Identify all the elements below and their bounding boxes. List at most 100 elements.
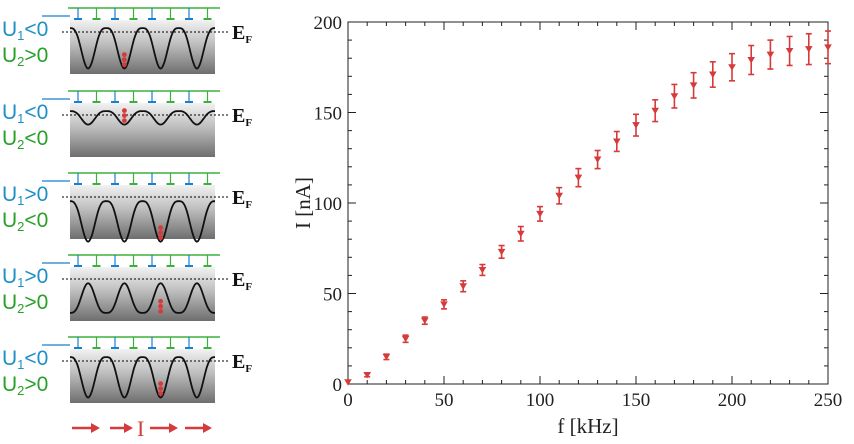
u2-label: U2<0 bbox=[2, 127, 48, 152]
u2-label: U2<0 bbox=[2, 209, 48, 234]
u1-label: U1<0 bbox=[2, 101, 48, 126]
y-tick-label: 200 bbox=[314, 13, 343, 34]
data-point bbox=[632, 113, 640, 137]
u2-label: U2>0 bbox=[2, 291, 48, 316]
data-marker bbox=[478, 266, 487, 274]
data-marker bbox=[421, 317, 429, 325]
data-marker bbox=[382, 353, 391, 361]
potential-curve bbox=[70, 356, 215, 399]
u1-label: U1>0 bbox=[2, 183, 48, 208]
panel-2: U1<0U2<0 EF bbox=[2, 90, 252, 157]
data-marker bbox=[613, 138, 621, 145]
data-point bbox=[805, 32, 813, 66]
potential-curve bbox=[70, 27, 215, 70]
data-marker bbox=[747, 57, 755, 64]
data-point bbox=[497, 244, 506, 260]
electron-dot bbox=[121, 113, 127, 118]
current-arrowhead bbox=[124, 423, 133, 433]
electron-dot bbox=[158, 386, 164, 391]
x-tick-label: 50 bbox=[435, 390, 454, 411]
current-vs-frequency-chart: 0 50 100 150 200 250 0 50 100 150 200 f [kHz] I [nA] bbox=[280, 0, 854, 439]
schematic-svg: U1<0U2>0EFU1<0U2<0EFU1>0U2<0EFU1>0U2>0EF… bbox=[2, 7, 252, 441]
fermi-energy-label: EF bbox=[232, 22, 252, 46]
data-marker bbox=[497, 248, 506, 256]
electron-dot bbox=[121, 62, 127, 67]
u1-label: U1>0 bbox=[2, 265, 48, 290]
panel-5: U1<0U2>0 EF bbox=[2, 336, 252, 403]
data-marker bbox=[766, 51, 775, 59]
data-point bbox=[670, 83, 679, 109]
data-marker bbox=[517, 230, 525, 238]
panel-4: U1>0U2>0 EF bbox=[2, 254, 252, 321]
y-tick-label: 100 bbox=[314, 194, 343, 215]
panel-1: U1<0U2>0 EF bbox=[2, 7, 252, 74]
electron-dot bbox=[158, 303, 164, 309]
data-point bbox=[517, 225, 525, 242]
data-marker bbox=[555, 192, 563, 200]
current-arrowhead bbox=[169, 423, 178, 433]
fermi-energy-label: EF bbox=[232, 269, 252, 293]
data-point bbox=[459, 280, 467, 293]
data-marker bbox=[689, 82, 698, 89]
current-arrowhead bbox=[203, 423, 212, 433]
fermi-energy-label: EF bbox=[232, 351, 252, 375]
electron-dot bbox=[121, 52, 127, 57]
data-point bbox=[555, 186, 563, 205]
data-point bbox=[613, 130, 621, 153]
data-marker bbox=[805, 46, 813, 53]
y-axis-label: I [nA] bbox=[291, 177, 315, 229]
data-point bbox=[421, 316, 429, 326]
data-point bbox=[651, 99, 659, 123]
u2-label: U2>0 bbox=[2, 44, 48, 69]
u1-label: U1<0 bbox=[2, 18, 48, 43]
x-axis-label: f [kHz] bbox=[557, 414, 618, 438]
electron-dot bbox=[158, 235, 164, 241]
data-point bbox=[766, 39, 775, 70]
data-point bbox=[382, 353, 391, 361]
electron-dot bbox=[158, 308, 164, 314]
potential-curve bbox=[70, 110, 215, 126]
current-arrows: I bbox=[72, 416, 212, 441]
semiconductor-block bbox=[70, 185, 215, 239]
x-tick-label: 150 bbox=[622, 390, 651, 411]
electron-dot bbox=[158, 230, 164, 236]
data-marker bbox=[651, 107, 659, 115]
x-tick-label: 0 bbox=[343, 390, 353, 411]
plot-frame bbox=[347, 21, 829, 385]
panel-3: U1>0U2<0 EF bbox=[2, 172, 252, 243]
data-marker bbox=[824, 44, 832, 51]
data-point bbox=[574, 167, 583, 188]
data-marker bbox=[344, 379, 352, 386]
data-point bbox=[344, 379, 352, 386]
data-point bbox=[593, 149, 602, 170]
data-marker bbox=[459, 283, 467, 290]
data-point bbox=[536, 205, 544, 222]
data-point bbox=[785, 35, 794, 67]
data-point bbox=[401, 334, 410, 344]
y-tick-label: 150 bbox=[314, 104, 343, 125]
electron-dot bbox=[158, 298, 164, 304]
data-point bbox=[747, 44, 755, 76]
electron-dot bbox=[158, 225, 164, 231]
data-marker bbox=[593, 156, 602, 164]
data-marker bbox=[363, 371, 371, 379]
electron-dot bbox=[158, 391, 164, 396]
data-point bbox=[689, 71, 698, 99]
data-point bbox=[728, 52, 736, 82]
electron-dot bbox=[121, 108, 127, 113]
data-marker bbox=[785, 47, 794, 55]
current-label: I bbox=[137, 416, 144, 439]
fermi-energy-label: EF bbox=[232, 187, 252, 211]
y-tick-label: 50 bbox=[323, 285, 342, 306]
data-point bbox=[440, 299, 448, 310]
x-tick-label: 250 bbox=[814, 390, 843, 411]
data-point bbox=[824, 30, 832, 65]
data-marker bbox=[728, 64, 736, 71]
x-tick-label: 100 bbox=[526, 390, 555, 411]
fermi-energy-label: EF bbox=[232, 105, 252, 129]
data-marker bbox=[670, 93, 679, 100]
data-marker bbox=[536, 210, 544, 218]
potential-curve bbox=[70, 200, 215, 243]
current-arrowhead bbox=[91, 423, 100, 433]
data-marker bbox=[440, 301, 448, 308]
